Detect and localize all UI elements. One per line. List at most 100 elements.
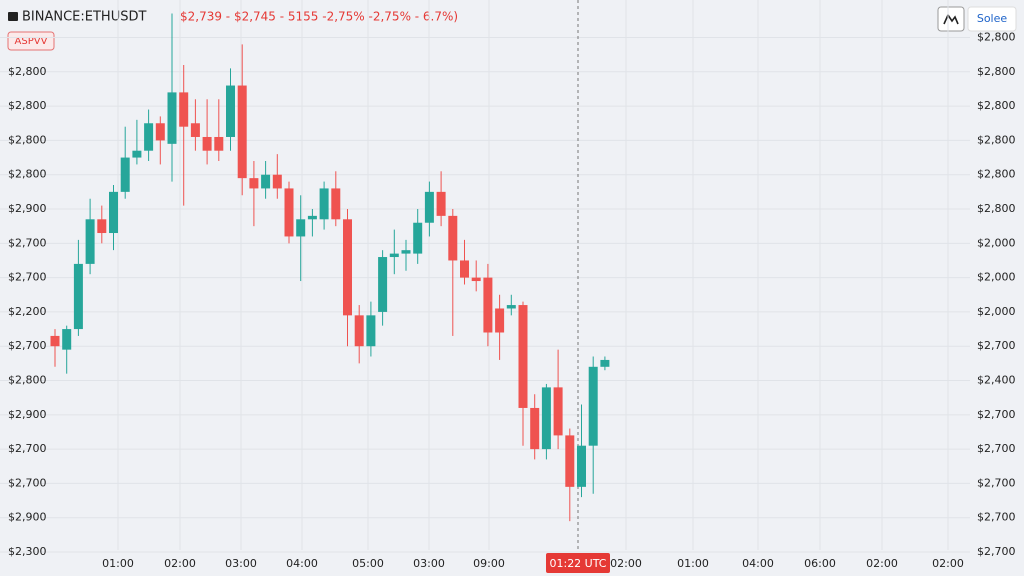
y-tick-label: $2,900 xyxy=(8,408,47,421)
y2-tick-label: $2,700 xyxy=(977,511,1016,524)
candle-body xyxy=(530,407,540,450)
candle-body xyxy=(144,123,154,151)
symbol-icon xyxy=(8,12,18,21)
candle-body xyxy=(307,215,317,220)
candle-body xyxy=(132,150,142,158)
candle-body xyxy=(237,85,247,179)
candle-body xyxy=(413,222,423,254)
y-tick-label: $2,700 xyxy=(8,339,47,352)
symbol: BINANCE:ETHUSDT xyxy=(22,10,146,25)
y-tick-label: $2,800 xyxy=(8,99,47,112)
candle-body xyxy=(284,188,294,237)
x-tick-label: 02:00 xyxy=(932,557,964,570)
candle-body xyxy=(120,157,130,192)
candle-body xyxy=(319,188,329,220)
candle-body xyxy=(214,136,224,151)
x-tick-label: 04:00 xyxy=(742,557,774,570)
x-tick-label: 02:00 xyxy=(164,557,196,570)
candle-body xyxy=(109,191,118,234)
tool-icon xyxy=(943,13,959,25)
x-tick-label: 05:00 xyxy=(352,557,384,570)
candle-body xyxy=(249,178,259,189)
candle-body xyxy=(62,329,72,350)
x-tick-label: 09:00 xyxy=(473,557,505,570)
badge xyxy=(7,31,55,51)
candle-body xyxy=(366,315,376,347)
candle-body xyxy=(448,215,458,261)
y-tick-label: $2,700 xyxy=(8,442,47,455)
candle-body xyxy=(401,250,411,254)
x-tick-label: 02:00 xyxy=(610,557,642,570)
candle-body xyxy=(424,191,434,223)
candle-body xyxy=(179,92,189,127)
candle-body xyxy=(553,387,563,436)
action-button[interactable] xyxy=(967,6,1017,32)
y2-tick-label: $2,800 xyxy=(977,99,1016,112)
candle-body xyxy=(73,263,83,330)
candle-body xyxy=(354,315,364,347)
y2-tick-label: $2,000 xyxy=(977,305,1016,318)
candle-body xyxy=(506,305,516,309)
x-tick-label: 03:00 xyxy=(225,557,257,570)
candle-body xyxy=(577,445,586,487)
candle-body xyxy=(97,219,107,234)
action-text: Solee xyxy=(977,12,1008,25)
y2-tick-label: $2,800 xyxy=(977,65,1016,78)
y2-tick-label: $2,000 xyxy=(977,271,1016,284)
candle-body xyxy=(272,174,282,189)
candle-body xyxy=(389,253,399,258)
candle-body xyxy=(155,123,165,141)
y2-tick-label: $2,700 xyxy=(977,442,1016,455)
candle-body xyxy=(190,123,200,137)
candle-body xyxy=(226,85,235,137)
candle-body xyxy=(588,366,598,446)
crosshair-label: 01:22 UTC xyxy=(549,557,606,570)
x-tick-label: 01:00 xyxy=(677,557,709,570)
x-tick-label: 06:00 xyxy=(804,557,836,570)
y-tick-label: $2,200 xyxy=(8,305,47,318)
y2-tick-label: $2,800 xyxy=(977,168,1016,181)
y2-tick-label: $2,700 xyxy=(977,408,1016,421)
candle-body xyxy=(495,308,505,333)
y2-tick-label: $2,400 xyxy=(977,374,1016,387)
candle-body xyxy=(518,305,528,408)
y-tick-label: $2,900 xyxy=(8,511,47,524)
y-tick-label: $2,700 xyxy=(8,271,47,284)
y-tick-label: $2,800 xyxy=(8,133,47,146)
y2-tick-label: $2,800 xyxy=(977,202,1016,215)
badge-text: ASPVV xyxy=(15,36,48,47)
y-tick-label: $2,300 xyxy=(8,545,47,558)
y-tick-label: $2,700 xyxy=(8,476,47,489)
candle-body xyxy=(202,136,212,151)
x-tick-label: 03:00 xyxy=(413,557,445,570)
candle-body xyxy=(471,277,481,282)
candle-body xyxy=(460,260,469,278)
crosshair-badge xyxy=(546,553,610,573)
ohlc: $2,739 - $2,745 - 5155 -2,75% -2,75% - 6… xyxy=(180,10,458,24)
y2-tick-label: $2,700 xyxy=(977,476,1016,489)
y2-tick-label: $2,800 xyxy=(977,133,1016,146)
x-tick-label: 04:00 xyxy=(286,557,318,570)
y-tick-label: $2,700 xyxy=(8,236,47,249)
candle-body xyxy=(343,219,352,316)
x-tick-label: 01:00 xyxy=(102,557,134,570)
candle-body xyxy=(296,219,306,237)
candle-body xyxy=(600,359,610,367)
candle-body xyxy=(565,435,575,487)
candle-body xyxy=(541,387,551,450)
y-tick-label: $2,800 xyxy=(8,374,47,387)
y2-tick-label: $2,800 xyxy=(977,31,1016,44)
y2-tick-label: $2,000 xyxy=(977,236,1016,249)
candle-body xyxy=(85,219,95,264)
y-tick-label: $2,900 xyxy=(8,202,47,215)
candle-body xyxy=(483,277,493,333)
y-tick-label: $2,800 xyxy=(8,168,47,181)
candle-body xyxy=(331,188,341,220)
candle-body xyxy=(167,92,177,144)
y-tick-label: $2,800 xyxy=(8,65,47,78)
candle-body xyxy=(261,174,271,189)
x-tick-label: 02:00 xyxy=(866,557,898,570)
